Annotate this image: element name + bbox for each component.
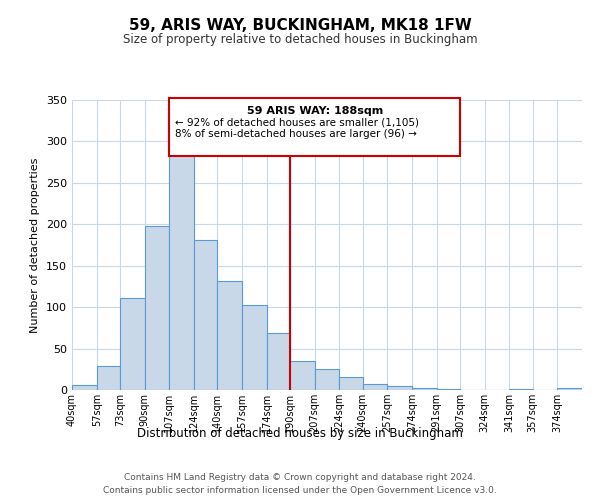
- Bar: [145, 226, 169, 390]
- Bar: [412, 388, 437, 390]
- Text: Size of property relative to detached houses in Buckingham: Size of property relative to detached ho…: [122, 32, 478, 46]
- Bar: [290, 361, 314, 390]
- Bar: [314, 370, 340, 390]
- Bar: [267, 333, 290, 390]
- Bar: [362, 384, 387, 390]
- Text: Distribution of detached houses by size in Buckingham: Distribution of detached houses by size …: [137, 428, 463, 440]
- Bar: [97, 366, 120, 390]
- Text: ← 92% of detached houses are smaller (1,105): ← 92% of detached houses are smaller (1,…: [175, 118, 419, 128]
- Text: 8% of semi-detached houses are larger (96) →: 8% of semi-detached houses are larger (9…: [175, 129, 417, 139]
- Bar: [120, 298, 145, 390]
- Bar: [217, 282, 242, 390]
- Bar: [169, 147, 194, 390]
- Bar: [340, 376, 362, 390]
- Bar: [242, 304, 267, 390]
- Bar: [437, 389, 460, 390]
- Text: 59, ARIS WAY, BUCKINGHAM, MK18 1FW: 59, ARIS WAY, BUCKINGHAM, MK18 1FW: [128, 18, 472, 32]
- Y-axis label: Number of detached properties: Number of detached properties: [31, 158, 40, 332]
- Bar: [387, 386, 412, 390]
- Text: 59 ARIS WAY: 188sqm: 59 ARIS WAY: 188sqm: [247, 106, 383, 116]
- Bar: [194, 240, 217, 390]
- Bar: [72, 385, 97, 390]
- Text: Contains HM Land Registry data © Crown copyright and database right 2024.: Contains HM Land Registry data © Crown c…: [124, 472, 476, 482]
- Bar: [557, 388, 582, 390]
- FancyBboxPatch shape: [169, 98, 460, 156]
- Bar: [509, 389, 533, 390]
- Text: Contains public sector information licensed under the Open Government Licence v3: Contains public sector information licen…: [103, 486, 497, 495]
